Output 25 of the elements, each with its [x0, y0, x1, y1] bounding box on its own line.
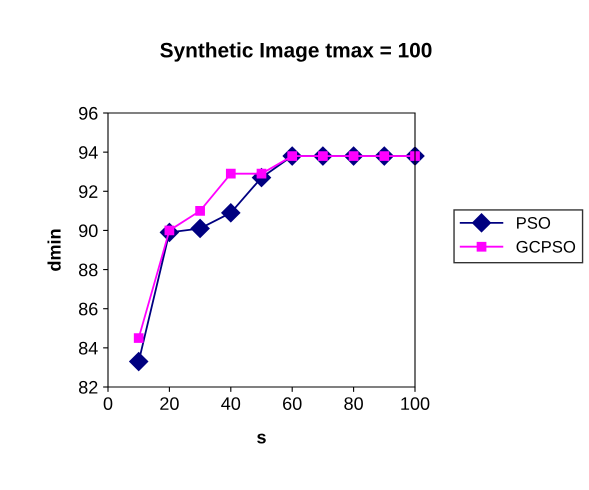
y-tick-label: 84: [78, 342, 98, 355]
point: [190, 218, 210, 238]
point: [129, 352, 148, 372]
point: [226, 168, 236, 179]
y-axis-title: dmin: [47, 230, 61, 271]
x-tick-label: 60: [283, 397, 302, 410]
point: [195, 206, 205, 216]
x-tick-label: 40: [221, 397, 240, 410]
y-tick-label: 86: [78, 302, 98, 316]
y-tick-label: 96: [79, 106, 98, 120]
x-tick-label: 100: [401, 397, 430, 410]
x-tick-label: 0: [104, 397, 112, 410]
x-tick-label: 80: [344, 397, 363, 410]
y-tick-label: 88: [78, 264, 98, 276]
legend-label: PSO: [517, 217, 550, 229]
legend-label: GCPSO: [516, 240, 576, 253]
point: [134, 333, 144, 343]
y-tick-label: 90: [79, 224, 98, 238]
x-axis-title: s: [257, 434, 266, 444]
x-tick-label: 20: [160, 397, 179, 410]
y-tick-label: 92: [79, 185, 98, 198]
y-tick-label: 82: [78, 380, 98, 394]
y-tick-label: 94: [79, 146, 98, 159]
point: [221, 203, 240, 222]
chart-title: Synthetic Image tmax = 100: [160, 42, 432, 62]
